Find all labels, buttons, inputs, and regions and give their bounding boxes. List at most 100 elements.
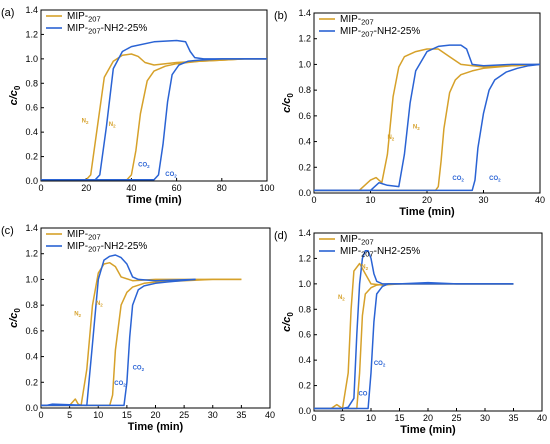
y-tick-label: 0.4 [25, 127, 38, 137]
legend-label: MIP-207-NH2-25% [67, 23, 147, 36]
curve-annotation: CO2 [489, 176, 501, 183]
plot-frame [40, 227, 271, 409]
x-tick-label: 80 [217, 183, 227, 193]
series-line-mip207-co2 [41, 58, 267, 181]
y-tick-label: 0.0 [298, 406, 311, 416]
y-axis-label: c/c0 [281, 312, 295, 332]
y-tick-label: 0.4 [298, 355, 311, 365]
series-line-mip207-co2 [41, 278, 242, 407]
x-tick-label: 5 [340, 413, 345, 423]
series-line-mip207-nh2-co2 [41, 278, 196, 407]
series-line-mip207-nh2-n2 [41, 254, 196, 407]
y-tick-label: 1.0 [298, 59, 311, 69]
curve-annotation: CO2 [452, 176, 464, 183]
y-tick-label: 0.2 [298, 381, 311, 391]
plot-frame [313, 232, 543, 412]
y-tick-label: 0.8 [25, 300, 38, 310]
x-axis-label: Time (min) [399, 206, 455, 218]
y-tick-label: 1.2 [25, 29, 38, 39]
curve-annotation: N2 [413, 125, 420, 132]
y-axis-label: c/c0 [8, 308, 22, 328]
series-line-mip207-nh2-co2 [314, 63, 541, 192]
x-tick-label: 30 [480, 413, 490, 423]
y-tick-label: 1.0 [298, 279, 311, 289]
series-line-mip207-nh2-n2 [314, 250, 514, 410]
series-line-mip207-n2 [41, 261, 242, 407]
y-tick-label: 1.4 [298, 228, 311, 238]
panel-label: (d) [274, 230, 287, 242]
x-tick-label: 35 [508, 413, 518, 423]
x-tick-label: 20 [150, 410, 160, 420]
series-line-mip207-nh2-co2 [314, 283, 514, 410]
series-line-mip207-co2 [314, 63, 541, 192]
x-axis-label: Time (min) [128, 421, 184, 433]
x-tick-label: 25 [179, 410, 189, 420]
curve-annotation: N2 [387, 135, 394, 142]
legend-label: MIP-207-NH2-25% [340, 246, 420, 259]
panel-a: 0 20 40 60 80 100 0.0 0.2 0.4 0.6 0.8 1.0 1.2 1.4 Time… [8, 5, 275, 206]
x-tick-label: 30 [208, 410, 218, 420]
series-line-mip207-n2 [41, 53, 267, 181]
y-tick-label: 1.0 [25, 274, 38, 284]
curve-annotation: N2 [82, 118, 89, 125]
y-tick-label: 1.2 [298, 34, 311, 44]
x-tick-label: 40 [126, 183, 136, 193]
panel-d: 0 5 10 15 20 25 30 35 40 0.0 0.2 0.4 0.6 0.8 1.0 1.2 1.4… [281, 228, 547, 436]
y-tick-label: 0.8 [298, 304, 311, 314]
curve-annotation: N2 [74, 311, 81, 318]
y-tick-label: 0.6 [25, 103, 38, 113]
panel-label: (a) [1, 7, 14, 19]
panel-label: (c) [1, 225, 14, 237]
curve-annotation: CO2 [114, 381, 126, 388]
x-tick-label: 20 [81, 183, 91, 193]
x-axis-label: Time (min) [126, 194, 182, 206]
y-tick-label: 0.0 [298, 188, 311, 198]
y-tick-label: 0.2 [298, 162, 311, 172]
y-tick-label: 0.6 [298, 330, 311, 340]
x-tick-label: 15 [394, 413, 404, 423]
series-line-mip207-n2 [314, 262, 514, 410]
x-tick-label: 30 [478, 195, 488, 205]
x-tick-label: 10 [93, 410, 103, 420]
x-tick-label: 15 [122, 410, 132, 420]
x-tick-label: 20 [422, 195, 432, 205]
x-tick-label: 100 [259, 183, 274, 193]
panel-b: 0 10 20 30 40 0.0 0.2 0.4 0.6 0.8 1.0 1.2 1.4 Time (m… [281, 8, 545, 218]
y-tick-label: 1.2 [298, 253, 311, 263]
y-tick-label: 0.2 [25, 152, 38, 162]
x-tick-label: 35 [236, 410, 246, 420]
x-tick-label: 25 [451, 413, 461, 423]
x-tick-label: 10 [365, 195, 375, 205]
x-tick-label: 40 [265, 410, 275, 420]
curve-annotation: CO [358, 392, 367, 398]
curve-annotation: N2 [361, 265, 368, 272]
y-tick-label: 1.2 [25, 249, 38, 259]
legend-label: MIP-207 [67, 229, 101, 242]
y-tick-label: 0.6 [25, 326, 38, 336]
legend-label: MIP-207-NH2-25% [67, 241, 147, 254]
plot-frame [313, 12, 541, 194]
y-tick-label: 0.0 [25, 176, 38, 186]
curve-annotation: N2 [338, 295, 345, 302]
panel-c: 0 5 10 15 20 25 30 35 40 0.0 0.2 0.4 0.6 0.8 1.0 1.2 1.4… [8, 223, 275, 433]
curve-annotation: CO2 [138, 162, 150, 169]
y-tick-label: 0.8 [25, 78, 38, 88]
x-tick-label: 60 [172, 183, 182, 193]
curve-annotation: CO2 [133, 365, 145, 372]
series-line-mip207-co2 [314, 283, 514, 410]
y-tick-label: 1.0 [25, 54, 38, 64]
y-tick-label: 0.6 [298, 111, 311, 121]
y-tick-label: 1.4 [25, 223, 38, 233]
y-tick-label: 1.4 [25, 5, 38, 15]
x-tick-label: 0 [311, 195, 316, 205]
legend-label: MIP-207-NH2-25% [340, 26, 420, 39]
curve-annotation: CO2 [165, 172, 177, 179]
series-line-mip207-nh2-n2 [314, 44, 540, 192]
x-tick-label: 40 [535, 195, 545, 205]
panel-label: (b) [274, 10, 287, 22]
x-tick-label: 20 [423, 413, 433, 423]
series-line-mip207-nh2-co2 [41, 58, 267, 181]
legend-label: MIP-207 [67, 11, 101, 24]
x-axis-label: Time (min) [400, 424, 456, 436]
